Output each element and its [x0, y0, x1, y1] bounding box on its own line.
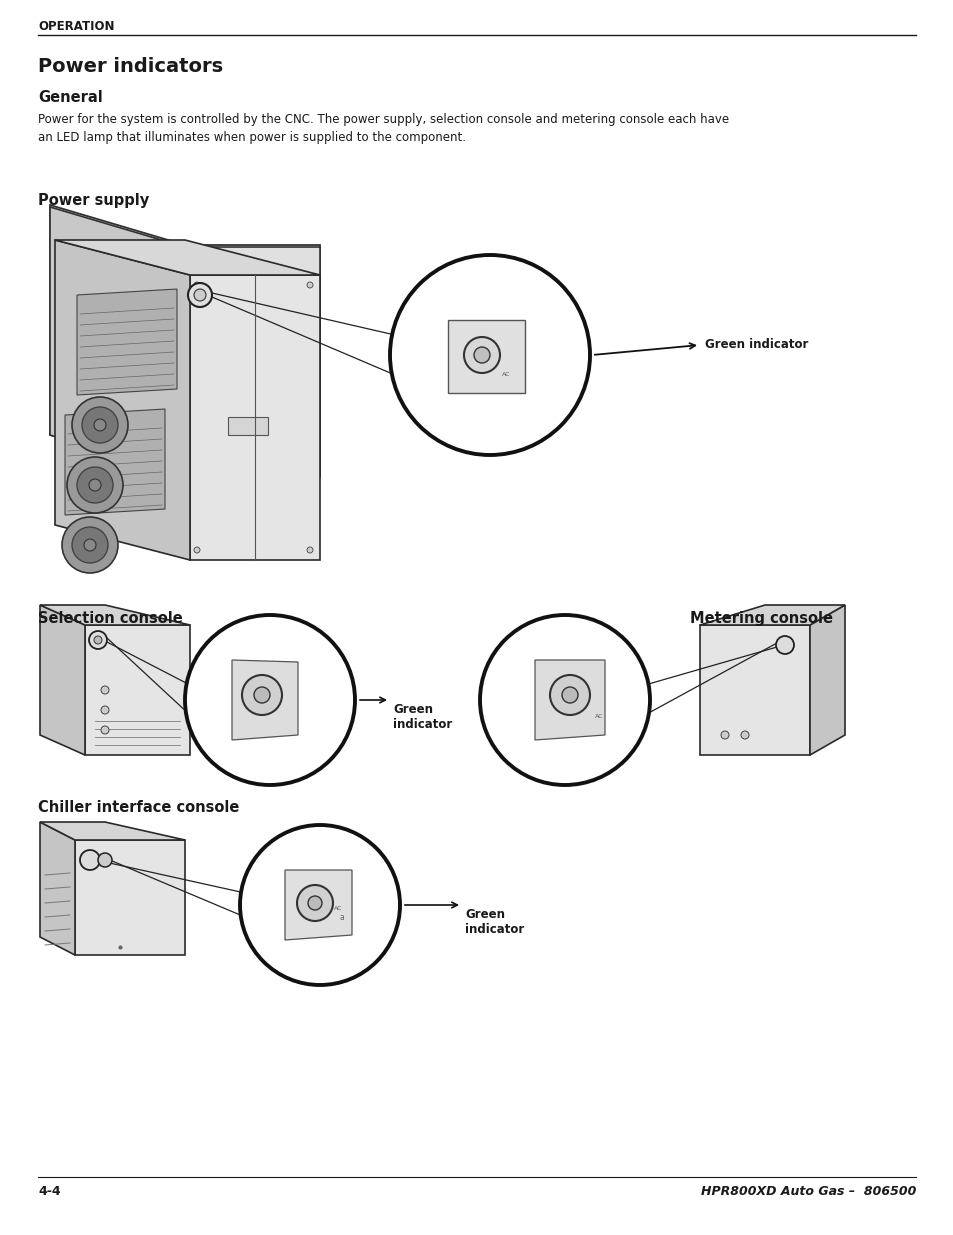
Polygon shape — [185, 245, 319, 475]
Text: AC: AC — [501, 373, 510, 378]
Circle shape — [101, 726, 109, 734]
Polygon shape — [40, 823, 185, 840]
Text: AC: AC — [334, 906, 342, 911]
Circle shape — [193, 289, 206, 301]
Circle shape — [94, 419, 106, 431]
Circle shape — [84, 538, 96, 551]
Circle shape — [82, 408, 118, 443]
Polygon shape — [75, 840, 185, 955]
Polygon shape — [700, 605, 844, 625]
Bar — [228, 417, 268, 435]
Circle shape — [308, 897, 322, 910]
Circle shape — [740, 731, 748, 739]
Text: a: a — [339, 913, 344, 923]
Circle shape — [94, 636, 102, 643]
Text: General: General — [38, 90, 103, 105]
Circle shape — [185, 615, 355, 785]
Text: Metering console: Metering console — [689, 611, 832, 626]
Circle shape — [98, 853, 112, 867]
Circle shape — [720, 731, 728, 739]
Polygon shape — [55, 240, 319, 275]
Circle shape — [242, 676, 282, 715]
Polygon shape — [448, 320, 524, 393]
Circle shape — [101, 706, 109, 714]
Text: Chiller interface console: Chiller interface console — [38, 800, 239, 815]
Circle shape — [193, 547, 200, 553]
Circle shape — [62, 517, 118, 573]
Circle shape — [463, 337, 499, 373]
Text: AC: AC — [595, 714, 603, 719]
Circle shape — [89, 631, 107, 650]
Text: Power for the system is controlled by the CNC. The power supply, selection conso: Power for the system is controlled by th… — [38, 112, 728, 144]
Polygon shape — [40, 605, 85, 755]
Polygon shape — [700, 625, 809, 755]
Polygon shape — [190, 275, 319, 559]
Polygon shape — [285, 869, 352, 940]
Polygon shape — [809, 605, 844, 755]
Text: Green
indicator: Green indicator — [393, 703, 452, 731]
Circle shape — [71, 396, 128, 453]
Polygon shape — [40, 823, 75, 955]
Text: HPR800XD Auto Gas –  806500: HPR800XD Auto Gas – 806500 — [700, 1186, 915, 1198]
Text: Green indicator: Green indicator — [704, 338, 807, 352]
Polygon shape — [232, 659, 297, 740]
Text: Power indicators: Power indicators — [38, 57, 223, 77]
Text: Green
indicator: Green indicator — [464, 908, 524, 936]
Text: Selection console: Selection console — [38, 611, 183, 626]
Polygon shape — [40, 605, 190, 625]
Polygon shape — [50, 205, 185, 475]
Circle shape — [71, 527, 108, 563]
Circle shape — [474, 347, 490, 363]
Circle shape — [193, 282, 200, 288]
Polygon shape — [65, 409, 165, 515]
Polygon shape — [85, 625, 190, 755]
Circle shape — [67, 457, 123, 513]
Text: 4-4: 4-4 — [38, 1186, 61, 1198]
Polygon shape — [185, 247, 319, 477]
Polygon shape — [50, 207, 185, 477]
Text: Power supply: Power supply — [38, 193, 149, 207]
Circle shape — [89, 479, 101, 492]
Polygon shape — [77, 289, 177, 395]
Circle shape — [101, 685, 109, 694]
Circle shape — [775, 636, 793, 655]
Circle shape — [479, 615, 649, 785]
Circle shape — [296, 885, 333, 921]
Circle shape — [307, 282, 313, 288]
Circle shape — [240, 825, 399, 986]
Circle shape — [77, 467, 112, 503]
Text: OPERATION: OPERATION — [38, 20, 114, 33]
Circle shape — [390, 254, 589, 454]
Polygon shape — [55, 240, 190, 559]
Circle shape — [188, 283, 212, 308]
Circle shape — [307, 547, 313, 553]
Circle shape — [561, 687, 578, 703]
Circle shape — [253, 687, 270, 703]
Polygon shape — [535, 659, 604, 740]
Circle shape — [80, 850, 100, 869]
Circle shape — [550, 676, 589, 715]
